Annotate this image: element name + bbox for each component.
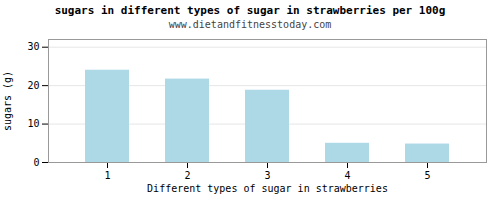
svg-text:5: 5	[424, 170, 430, 181]
svg-text:2: 2	[184, 170, 190, 181]
svg-text:3: 3	[264, 170, 270, 181]
svg-text:20: 20	[27, 80, 39, 91]
svg-text:1: 1	[104, 170, 110, 181]
svg-text:0: 0	[33, 157, 39, 168]
svg-text:sugars (g): sugars (g)	[2, 71, 13, 131]
svg-text:Different types of sugar in st: Different types of sugar in strawberries	[147, 183, 388, 194]
svg-text:30: 30	[27, 41, 39, 52]
svg-text:4: 4	[344, 170, 350, 181]
html-text:www.dietandfitnesstoday.com: www.dietandfitnesstoday.com	[168, 19, 332, 30]
svg-text:10: 10	[27, 118, 39, 129]
html-text:sugars in different types of s: sugars in different types of sugar in st…	[54, 4, 446, 17]
